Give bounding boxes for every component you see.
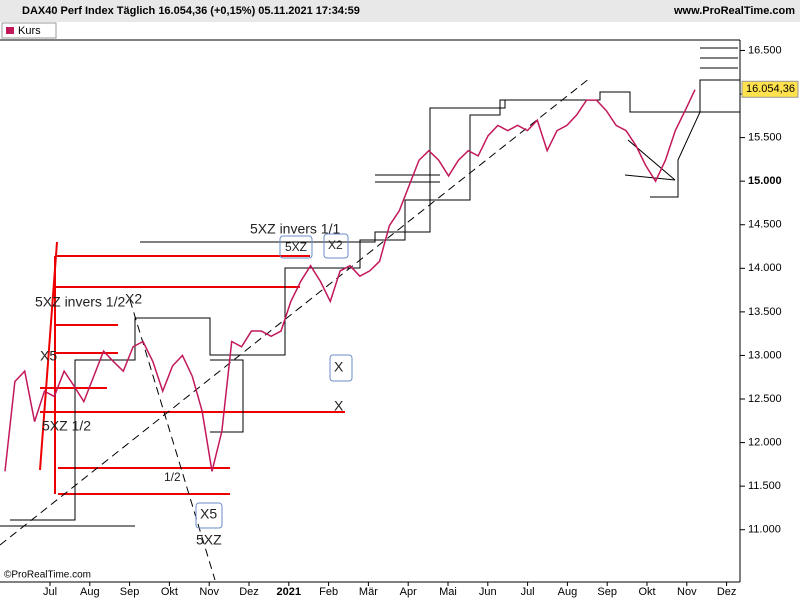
annotation: 5XZ invers 1/1 — [250, 221, 340, 237]
x-tick-label: Aug — [558, 586, 578, 598]
y-tick-label: 15.500 — [748, 132, 782, 144]
y-tick-label: 11.500 — [748, 480, 781, 492]
x-tick-label: Sep — [120, 586, 140, 598]
annotation: X2 — [125, 291, 142, 307]
x-tick-label: Sep — [597, 586, 617, 598]
x-tick-label: Mär — [359, 586, 378, 598]
annotation: X — [334, 398, 344, 414]
legend-text: Kurs — [18, 25, 41, 37]
annotation: X5 — [40, 348, 57, 364]
legend-box — [1, 22, 57, 39]
x-tick-label: Aug — [80, 586, 100, 598]
last-price-box — [741, 80, 799, 98]
y-tick-label: 14.500 — [748, 219, 782, 231]
x-tick-label: Feb — [319, 586, 338, 598]
trend-lines — [0, 47, 740, 581]
y-tick-label: 13.000 — [748, 349, 782, 361]
x-tick-label: 2021 — [277, 586, 301, 598]
legend-swatch — [6, 27, 14, 34]
x-tick-label: Dez — [717, 586, 737, 598]
annotation: 5XZ — [196, 532, 222, 548]
y-tick-label: 16.500 — [748, 44, 782, 56]
header-site: www.ProRealTime.com — [673, 5, 795, 17]
annotation: X — [334, 359, 344, 375]
annotation: X2 — [328, 238, 343, 252]
x-tick-label: Okt — [638, 586, 655, 598]
x-tick-label: Nov — [199, 586, 219, 598]
price-line — [4, 89, 696, 472]
y-tick-label: 12.500 — [748, 393, 782, 405]
x-tick-label: Nov — [677, 586, 697, 598]
y-tick-label: 11.000 — [748, 524, 781, 536]
y-tick-label: 14.000 — [748, 262, 782, 274]
last-price-label: 16.054,36 — [746, 83, 795, 95]
x-tick-label: Dez — [239, 586, 259, 598]
copyright: ©ProRealTime.com — [4, 570, 91, 581]
x-tick-label: Jun — [479, 586, 497, 598]
x-tick-label: Okt — [161, 586, 178, 598]
x-tick-label: Jul — [521, 586, 535, 598]
annotation: X5 — [200, 506, 217, 522]
header-bar — [0, 0, 800, 22]
annotation: 1/2 — [164, 470, 181, 484]
header-title: DAX40 Perf Index Täglich 16.054,36 (+0,1… — [22, 5, 360, 17]
x-tick-label: Jul — [43, 586, 57, 598]
y-tick-label: 12.000 — [748, 436, 782, 448]
annotation: 5XZ 1/2 — [42, 418, 91, 434]
red-levels — [39, 241, 345, 495]
x-tick-label: Mai — [439, 586, 457, 598]
x-tick-label: Apr — [400, 586, 417, 598]
annotation: 5XZ invers 1/2 — [35, 294, 125, 310]
annotation-boxes — [195, 233, 353, 529]
annotation: 5XZ — [285, 240, 307, 254]
y-tick-label: 15.000 — [748, 175, 782, 187]
y-tick-label: 13.500 — [748, 306, 782, 318]
